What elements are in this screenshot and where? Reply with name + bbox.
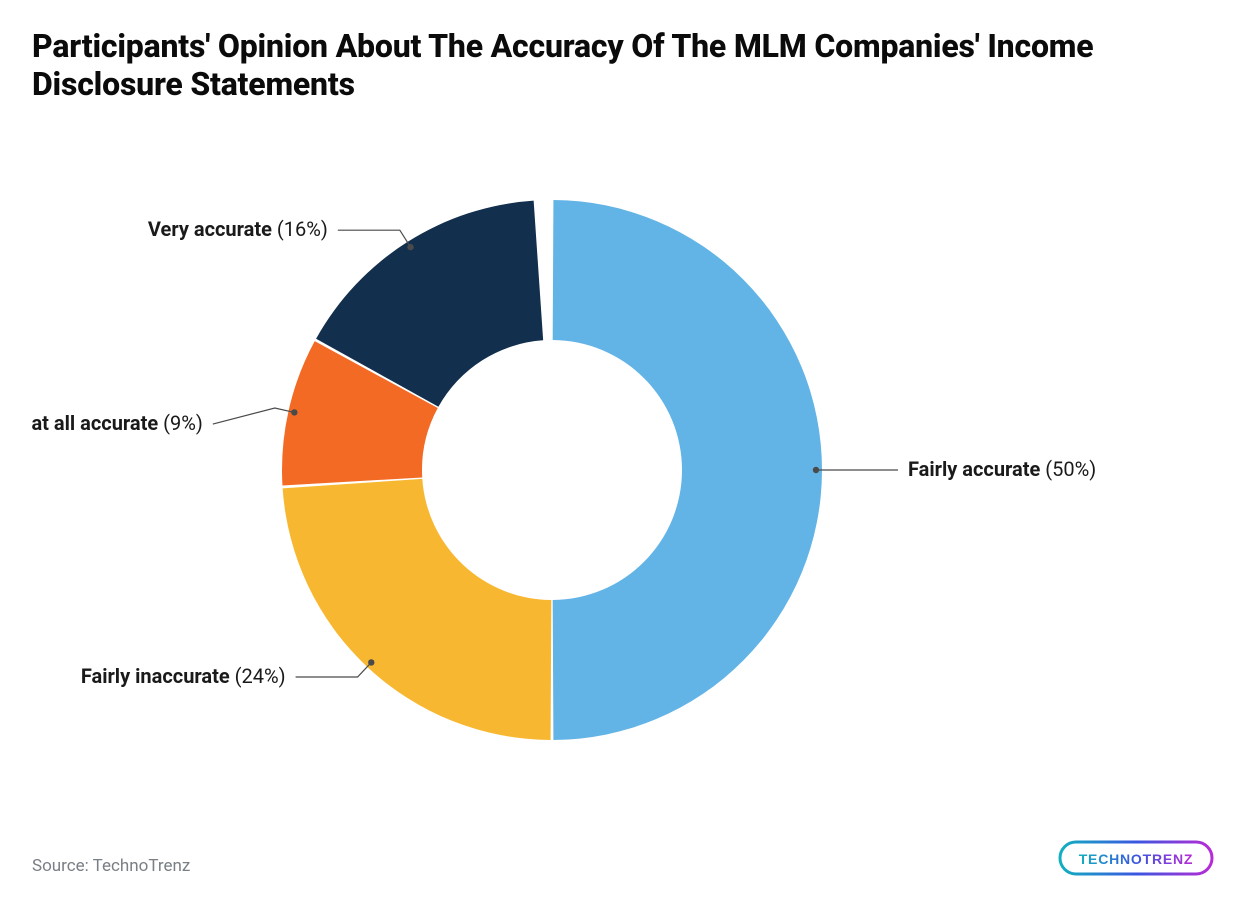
slice-label: Very accurate (16%) xyxy=(148,217,328,241)
donut-slice xyxy=(283,478,552,739)
slice-label: Not at all accurate (9%) xyxy=(32,411,203,435)
slice-label: Fairly accurate (50%) xyxy=(908,457,1096,481)
leader-dot xyxy=(813,466,819,472)
slice-label: Fairly inaccurate (24%) xyxy=(81,664,286,688)
leader-line xyxy=(213,408,295,424)
leader-dot xyxy=(368,659,374,665)
donut-chart: Fairly accurate (50%) Fairly inaccurate (… xyxy=(32,132,1208,832)
donut-slice xyxy=(553,200,822,740)
page-title: Participants' Opinion About The Accuracy… xyxy=(32,28,1208,104)
brand-logo: TECHNOTRENZ xyxy=(1058,838,1214,884)
donut-chart-container: Fairly accurate (50%) Fairly inaccurate (… xyxy=(32,132,1208,832)
leader-dot xyxy=(291,409,297,415)
source-caption: Source: TechnoTrenz xyxy=(32,856,190,876)
leader-line xyxy=(296,662,372,677)
leader-dot xyxy=(407,243,413,249)
leader-line xyxy=(338,230,411,247)
brand-logo-text: TECHNOTRENZ xyxy=(1079,851,1194,867)
